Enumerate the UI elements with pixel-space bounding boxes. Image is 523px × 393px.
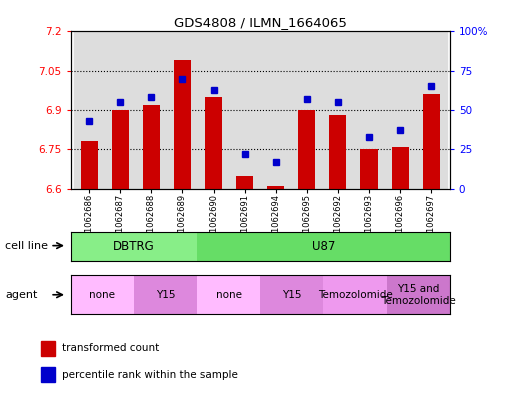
Text: none: none bbox=[89, 290, 115, 300]
Bar bbox=[71, 232, 197, 261]
Bar bbox=[105, 31, 136, 189]
Bar bbox=[298, 110, 315, 189]
Text: percentile rank within the sample: percentile rank within the sample bbox=[62, 370, 238, 380]
Bar bbox=[74, 31, 105, 189]
Text: cell line: cell line bbox=[5, 241, 48, 251]
Bar bbox=[205, 97, 222, 189]
Bar bbox=[260, 275, 323, 314]
Text: transformed count: transformed count bbox=[62, 343, 159, 353]
Bar bbox=[260, 31, 291, 189]
Bar bbox=[291, 31, 322, 189]
Bar bbox=[167, 31, 198, 189]
Bar bbox=[229, 31, 260, 189]
Bar bbox=[416, 31, 447, 189]
Text: Y15 and
Temozolomide: Y15 and Temozolomide bbox=[381, 284, 456, 305]
Title: GDS4808 / ILMN_1664065: GDS4808 / ILMN_1664065 bbox=[174, 16, 347, 29]
Bar bbox=[136, 31, 167, 189]
Bar bbox=[322, 31, 354, 189]
Text: agent: agent bbox=[5, 290, 38, 300]
Text: Temozolomide: Temozolomide bbox=[317, 290, 392, 300]
Text: Y15: Y15 bbox=[282, 290, 302, 300]
Bar bbox=[323, 275, 386, 314]
Bar bbox=[329, 115, 346, 189]
Bar bbox=[360, 149, 378, 189]
Bar bbox=[384, 31, 416, 189]
Text: DBTRG: DBTRG bbox=[113, 240, 155, 253]
Bar bbox=[236, 176, 253, 189]
Bar bbox=[197, 232, 450, 261]
Text: Y15: Y15 bbox=[156, 290, 175, 300]
Text: none: none bbox=[215, 290, 242, 300]
Bar bbox=[174, 60, 191, 189]
Bar bbox=[354, 31, 384, 189]
Bar bbox=[41, 367, 55, 382]
Bar bbox=[198, 31, 229, 189]
Text: U87: U87 bbox=[312, 240, 335, 253]
Bar bbox=[71, 275, 134, 314]
Bar bbox=[267, 186, 285, 189]
Bar bbox=[81, 141, 98, 189]
Bar bbox=[392, 147, 408, 189]
Bar bbox=[386, 275, 450, 314]
Bar bbox=[134, 275, 197, 314]
Bar bbox=[197, 275, 260, 314]
Bar bbox=[143, 105, 160, 189]
Bar bbox=[112, 110, 129, 189]
Bar bbox=[423, 94, 440, 189]
Bar bbox=[41, 341, 55, 356]
